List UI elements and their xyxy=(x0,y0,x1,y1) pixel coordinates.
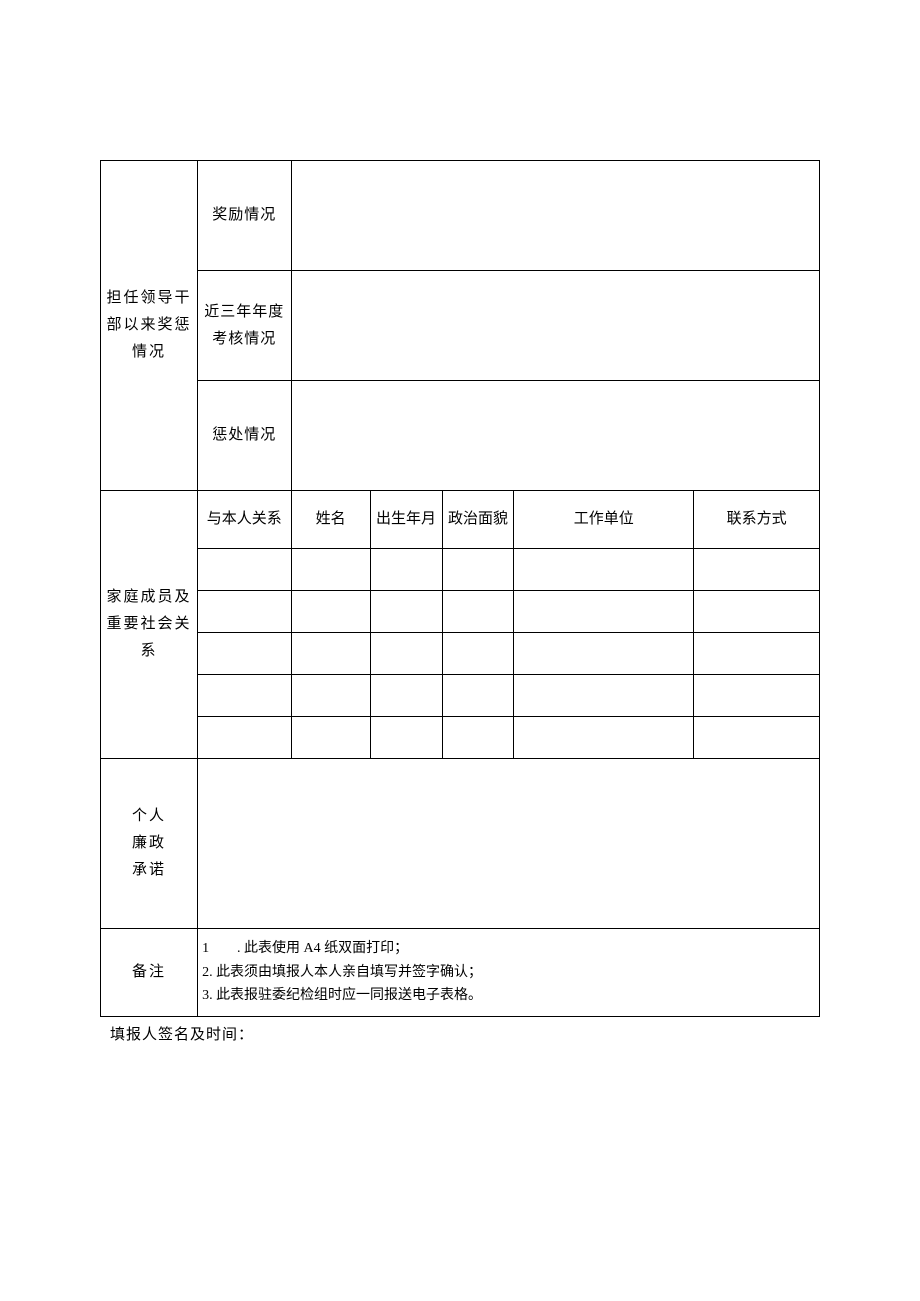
family-cell[interactable] xyxy=(694,633,820,675)
family-cell[interactable] xyxy=(442,675,514,717)
family-cell[interactable] xyxy=(370,591,442,633)
commitment-value[interactable] xyxy=(198,759,820,929)
family-header-workplace: 工作单位 xyxy=(514,491,694,549)
family-cell[interactable] xyxy=(514,633,694,675)
family-label: 家庭成员及重要社会关系 xyxy=(101,491,198,759)
family-cell[interactable] xyxy=(370,549,442,591)
notes-content: 1 . 此表使用 A4 纸双面打印； 2. 此表须由填报人本人亲自填写并签字确认… xyxy=(198,929,820,1017)
family-cell[interactable] xyxy=(291,717,370,759)
family-cell[interactable] xyxy=(198,549,291,591)
family-header-name: 姓名 xyxy=(291,491,370,549)
assess-sublabel: 近三年年度考核情况 xyxy=(198,271,291,381)
note-line-2: 2. 此表须由填报人本人亲自填写并签字确认； xyxy=(202,961,817,985)
family-cell[interactable] xyxy=(370,675,442,717)
commitment-label: 个人 廉政 承诺 xyxy=(101,759,198,929)
family-cell[interactable] xyxy=(442,549,514,591)
family-cell[interactable] xyxy=(442,591,514,633)
family-cell[interactable] xyxy=(694,549,820,591)
family-cell[interactable] xyxy=(291,591,370,633)
family-cell[interactable] xyxy=(694,591,820,633)
award-sublabel: 奖励情况 xyxy=(198,161,291,271)
note-line-3: 3. 此表报驻委纪检组时应一同报送电子表格。 xyxy=(202,984,817,1008)
family-cell[interactable] xyxy=(514,717,694,759)
family-cell[interactable] xyxy=(198,675,291,717)
family-cell[interactable] xyxy=(442,717,514,759)
family-header-political: 政治面貌 xyxy=(442,491,514,549)
family-header-birth: 出生年月 xyxy=(370,491,442,549)
assess-value[interactable] xyxy=(291,271,819,381)
family-header-contact: 联系方式 xyxy=(694,491,820,549)
family-cell[interactable] xyxy=(291,633,370,675)
family-cell[interactable] xyxy=(198,633,291,675)
punish-sublabel: 惩处情况 xyxy=(198,381,291,491)
family-cell[interactable] xyxy=(514,675,694,717)
family-cell[interactable] xyxy=(514,549,694,591)
award-punish-label: 担任领导干部以来奖惩情况 xyxy=(101,161,198,491)
family-cell[interactable] xyxy=(442,633,514,675)
note-line-1: 1 . 此表使用 A4 纸双面打印； xyxy=(202,937,817,961)
family-cell[interactable] xyxy=(291,675,370,717)
family-cell[interactable] xyxy=(370,633,442,675)
notes-label: 备注 xyxy=(101,929,198,1017)
form-table: 担任领导干部以来奖惩情况 奖励情况 近三年年度考核情况 惩处情况 家庭成员及重要… xyxy=(100,160,820,1017)
family-cell[interactable] xyxy=(694,717,820,759)
signature-line: 填报人签名及时间： xyxy=(100,1023,820,1044)
award-value[interactable] xyxy=(291,161,819,271)
family-cell[interactable] xyxy=(198,717,291,759)
family-cell[interactable] xyxy=(514,591,694,633)
family-cell[interactable] xyxy=(694,675,820,717)
family-cell[interactable] xyxy=(291,549,370,591)
family-header-relation: 与本人关系 xyxy=(198,491,291,549)
punish-value[interactable] xyxy=(291,381,819,491)
family-cell[interactable] xyxy=(370,717,442,759)
family-cell[interactable] xyxy=(198,591,291,633)
